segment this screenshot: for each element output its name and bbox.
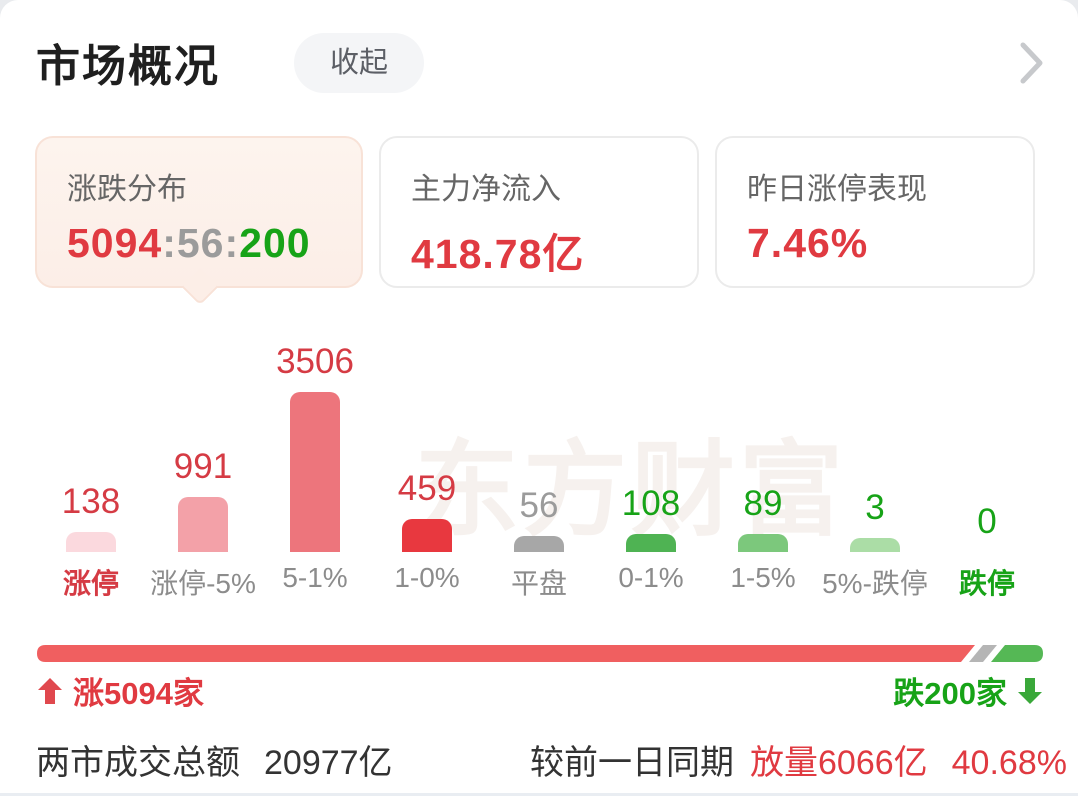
turnover-value: 20977亿: [264, 744, 393, 782]
chart-column: 56: [483, 488, 595, 552]
distribution-bar-chart: 138 991 3506 459 56 108 89 3 0: [35, 330, 1043, 552]
advance-segment: [37, 645, 975, 662]
bar-value: 0: [977, 502, 997, 541]
bar: [178, 497, 228, 552]
chart-column: 3506: [259, 344, 371, 552]
arrow-down-icon: [1018, 677, 1042, 704]
footer-stats: 两市成交总额 20977亿 较前一日同期 放量6066亿 40.68%: [36, 735, 1078, 784]
bar: [626, 534, 676, 552]
category-label: 平盘: [510, 568, 567, 599]
turnover-comparison: 较前一日同期 放量6066亿 40.68%: [530, 735, 1067, 784]
decliners-summary: 跌200家: [893, 668, 1043, 713]
bar: [738, 534, 788, 552]
volume-change-percent: 40.68%: [951, 744, 1067, 782]
advance-decline-row: 涨5094家 跌200家: [37, 668, 1043, 713]
category-label: 涨停: [62, 568, 119, 599]
bar: [514, 536, 564, 552]
card-pointer: [181, 268, 219, 306]
card-updown-distribution[interactable]: 涨跌分布 5094:56:200: [35, 136, 363, 306]
chart-column: 0: [931, 504, 1043, 552]
category-label: 5%-跌停: [822, 568, 928, 599]
advance-decline-strength-bar: [37, 645, 1043, 667]
category-label: 1-0%: [394, 562, 460, 593]
chart-column: 108: [595, 486, 707, 552]
updown-ratio-value: 5094:56:200: [67, 220, 361, 267]
volume-change-value: 放量6066亿: [750, 744, 928, 782]
card-yesterday-limit-up[interactable]: 昨日涨停表现 7.46%: [715, 136, 1035, 288]
bar-value: 3506: [276, 342, 354, 381]
chart-column: 138: [35, 484, 147, 552]
compare-label: 较前一日同期: [530, 744, 734, 782]
page-title: 市场概况: [36, 42, 220, 91]
summary-cards: 涨跌分布 5094:56:200 主力净流入 418.78亿 昨日涨停表现 7.…: [35, 136, 1040, 306]
collapse-button[interactable]: 收起: [294, 33, 425, 93]
chevron-right-icon[interactable]: [1012, 38, 1050, 88]
decline-segment: [991, 645, 1043, 662]
category-label: 0-1%: [618, 562, 684, 593]
advancers-label: 涨5094家: [73, 676, 204, 711]
turnover-label: 两市成交总额: [36, 744, 240, 782]
ratio-part: 5094: [67, 220, 163, 266]
bar: [66, 532, 116, 552]
category-label: 5-1%: [282, 562, 348, 593]
bar-value: 3: [865, 488, 885, 527]
chart-column: 3: [819, 490, 931, 552]
card-main-net-inflow[interactable]: 主力净流入 418.78亿: [379, 136, 699, 288]
bar-value: 89: [743, 484, 783, 523]
ratio-part: :: [224, 220, 240, 266]
bar: [402, 519, 452, 552]
chart-column: 89: [707, 486, 819, 552]
bar-value: 56: [519, 486, 559, 525]
advancers-summary: 涨5094家: [37, 668, 204, 713]
bar: [850, 538, 900, 552]
category-label: 涨停-5%: [150, 568, 256, 599]
arrow-up-icon: [38, 677, 62, 704]
flat-segment: [969, 645, 997, 662]
category-label: 跌停: [958, 568, 1015, 599]
bar-value: 138: [61, 482, 121, 521]
ratio-part: 56: [176, 220, 225, 266]
bar-value: 459: [397, 469, 457, 508]
distribution-categories: 涨停 涨停-5% 5-1% 1-0% 平盘 0-1% 1-5% 5%-跌停 跌停: [35, 562, 1043, 602]
limit-up-performance-value: 7.46%: [747, 220, 869, 266]
bar: [290, 392, 340, 552]
bar-value: 991: [173, 447, 233, 486]
net-inflow-value: 418.78亿: [411, 231, 585, 277]
bar-value: 108: [621, 484, 681, 523]
card-label: 主力净流入: [411, 173, 561, 206]
card-label: 涨跌分布: [67, 173, 187, 206]
ratio-part: 200: [239, 220, 311, 266]
category-label: 1-5%: [730, 562, 796, 593]
chart-column: 459: [371, 471, 483, 552]
decliners-label: 跌200家: [893, 676, 1007, 711]
chart-column: 991: [147, 449, 259, 552]
ratio-part: :: [162, 220, 177, 266]
card-label: 昨日涨停表现: [747, 173, 927, 206]
